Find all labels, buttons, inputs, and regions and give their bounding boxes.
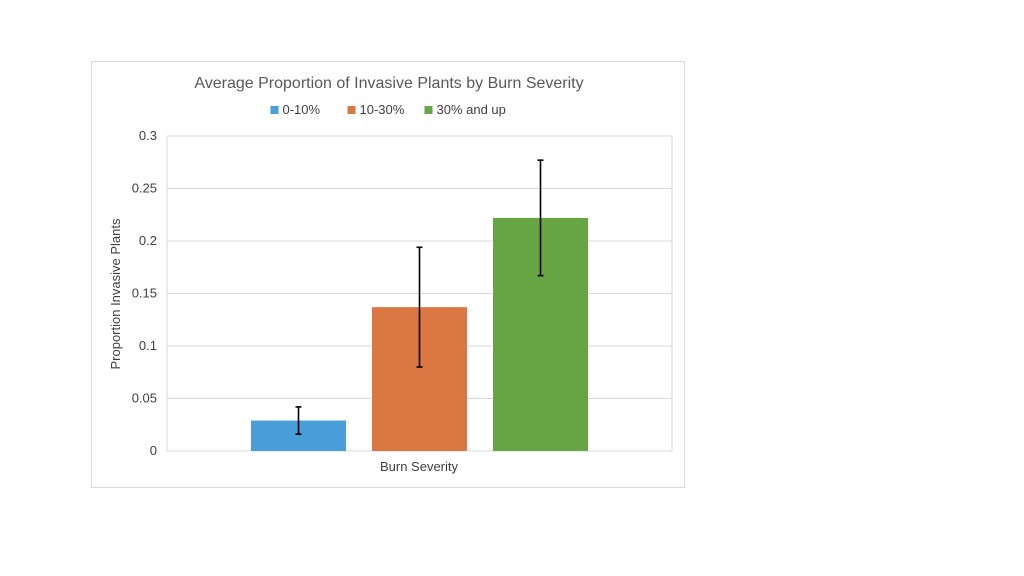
gridlines [166,135,673,452]
x-axis-title: Burn Severity [380,459,459,474]
error-bar-1 [295,406,302,436]
y-tick-label: 0.1 [139,338,157,353]
error-bar-3 [537,159,544,277]
y-axis-title: Proportion Invasive Plants [108,218,123,370]
legend-swatch [424,106,433,114]
legend-item-2: 10-30% [347,102,405,117]
y-tick-label: 0.15 [132,286,157,301]
legend-label: 0-10% [283,102,321,117]
y-tick-label: 0.2 [139,233,157,248]
y-tick-label: 0.05 [132,391,157,406]
legend-label: 30% and up [437,102,506,117]
chart-title: Average Proportion of Invasive Plants by… [194,75,583,92]
legend-swatch [270,106,279,114]
y-tick-label: 0 [150,443,157,458]
chart-frame: Average Proportion of Invasive Plants by… [91,61,685,488]
legend-item-1: 0-10% [270,102,321,117]
error-bars [295,159,544,436]
legend-label: 10-30% [360,102,405,117]
y-axis-ticks: 0 0.05 0.1 0.15 0.2 0.25 0.3 [132,128,157,458]
y-tick-label: 0.3 [139,128,157,143]
legend-item-3: 30% and up [424,102,506,117]
legend-swatch [347,106,356,114]
error-bar-2 [416,246,423,368]
bar-chart: Average Proportion of Invasive Plants by… [108,75,673,474]
y-tick-label: 0.25 [132,181,157,196]
legend: 0-10% 10-30% 30% and up [270,102,506,117]
